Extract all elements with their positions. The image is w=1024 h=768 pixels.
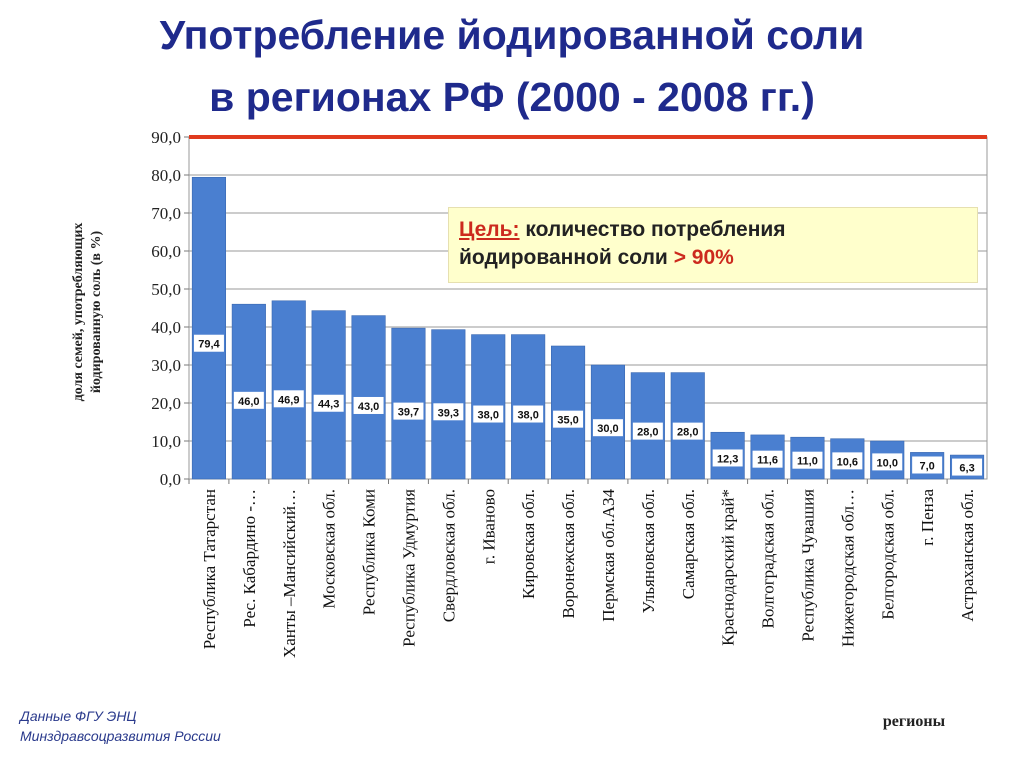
goal-callout: Цель: количество потребления йодированно… [448,207,978,283]
x-axis-labels: Республика Татарстан Рес. Кабардино -… Хан… [188,479,977,658]
data-label-box [513,405,544,423]
plot-area-border [188,136,988,480]
x-tick-label: Волгоградская обл. [759,489,778,628]
x-tick-label: Республика Татарстан [200,489,219,649]
goal-target: > 90% [673,246,734,269]
data-label-box [553,410,584,428]
x-tick-label: Республика Чувашия [798,489,817,642]
data-label-box [313,394,344,412]
data-label-box [353,396,384,414]
data-label: 79,4 [198,339,220,351]
bars: 79,4 46,0 46,9 44,3 43,0 39,7 39,3 38,0 38,0 35,0… [191,176,985,480]
y-tick-label: 70,0 [151,204,181,223]
x-tick-label: Кировская обл. [519,489,538,599]
x-tick-label: Краснодарский край* [719,489,738,646]
x-tick-label: Самарская обл. [679,489,698,599]
x-tick-label: Свердловская обл. [439,489,458,622]
data-label-box [872,453,903,471]
data-label: 46,0 [238,396,259,408]
data-label: 38,0 [517,410,538,422]
data-label-box [712,449,743,467]
y-tick-label: 30,0 [151,356,181,375]
y-tick-label: 50,0 [151,280,181,299]
data-label: 7,0 [920,461,935,473]
data-label-box [952,458,983,476]
goal-label: Цель: [459,218,520,241]
source-line-1: Данные ФГУ ЭНЦ [20,708,137,724]
data-label: 28,0 [677,427,698,439]
data-label-box [752,450,783,468]
x-tick-label: Республика Коми [360,489,379,615]
data-label-box [832,452,863,470]
data-label-box [473,405,504,423]
data-label: 10,0 [877,457,898,469]
data-label-box [273,390,304,408]
y-tick-label: 60,0 [151,242,181,261]
data-label: 11,0 [797,456,818,468]
data-label: 35,0 [557,415,578,427]
title-line-1: Употребление йодированной соли [159,12,865,58]
y-axis-label-line-2: йодированную соль (в %) [89,231,104,394]
y-tick-label: 90,0 [151,128,181,147]
data-label: 38,0 [478,410,499,422]
x-tick-label: Астраханская обл. [958,489,977,622]
x-tick-label: Воронежская обл. [559,489,578,619]
data-label: 6,3 [959,463,974,475]
title-line-2: в регионах РФ (2000 - 2008 гг.) [209,74,815,120]
x-tick-label: Нижегородская обл… [838,489,857,647]
data-label-box [912,456,943,474]
y-tick-label: 0,0 [160,470,181,489]
bar [191,176,227,480]
bar [231,303,266,480]
x-axis-label: регионы [883,713,946,730]
data-label: 11,6 [757,455,778,467]
data-label-box [433,403,464,421]
data-label: 39,7 [398,407,419,419]
data-label: 46,9 [278,394,299,406]
x-tick-label: Пермская обл.А34 [599,489,618,622]
data-label-box [233,391,264,409]
x-tick-label: Ханты –Мансийский… [280,489,299,658]
x-tick-label: Рес. Кабардино -… [240,489,259,628]
data-label: 43,0 [358,401,379,413]
x-tick-label: г. Пенза [918,489,937,546]
bar [271,300,306,480]
x-tick-label: г. Иваново [479,489,498,564]
goal-text-2: йодированной соли [459,246,668,269]
x-tick-label: Республика Удмуртия [399,489,418,647]
y-tick-label: 10,0 [151,432,181,451]
y-tick-label: 80,0 [151,166,181,185]
data-label-box [632,422,663,440]
y-tick-label: 20,0 [151,394,181,413]
source-line-2: Минздравсоцразвития России [20,728,221,744]
data-label-box [193,334,224,352]
data-label: 10,6 [837,456,858,468]
x-tick-label: Московская обл. [320,489,339,609]
goal-line-2: йодированной соли > 90% [459,244,967,272]
data-label: 30,0 [597,423,618,435]
y-axis-ticks: 0,0 10,0 20,0 30,0 40,0 50,0 60,0 70,0 80,0 90,0 [151,128,189,489]
data-label: 12,3 [717,453,738,465]
data-label-box [592,419,623,437]
goal-line-1: Цель: количество потребления [459,216,967,244]
source-note: Данные ФГУ ЭНЦ Минздравсоцразвития Росси… [20,706,221,746]
data-label-box [672,422,703,440]
data-label: 39,3 [438,407,459,419]
data-label: 44,3 [318,399,339,411]
x-tick-label: Белгородская обл. [878,489,897,620]
x-tick-label: Ульяновская обл. [639,489,658,613]
goal-text-1: количество потребления [525,218,786,241]
data-label-box [792,451,823,469]
y-tick-label: 40,0 [151,318,181,337]
y-axis-label-line-1: доля семей, употребляющих [71,223,86,402]
data-label-box [393,402,424,420]
page-title: Употребление йодированной соли в региона… [0,4,1024,128]
data-label: 28,0 [637,427,658,439]
